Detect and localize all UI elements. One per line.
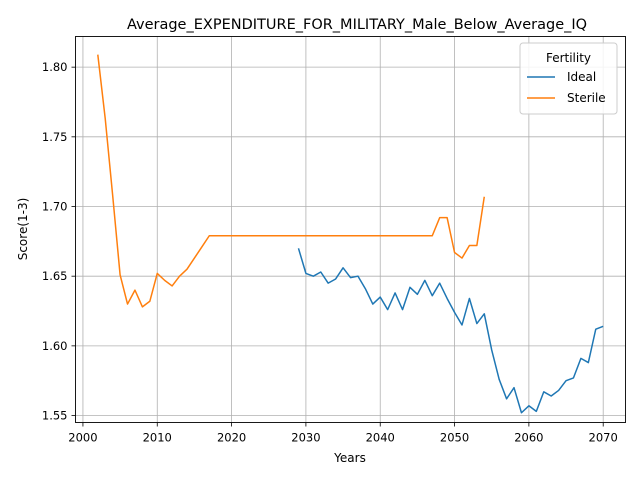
- y-tick-label: 1.65: [42, 269, 68, 283]
- x-axis-ticks: 2000 2010 2020 2030 2040 2050 2060 2070: [68, 422, 618, 445]
- y-tick-label: 1.80: [42, 60, 68, 74]
- y-axis-ticks: 1.55 1.60 1.65 1.70 1.75 1.80: [42, 60, 76, 423]
- x-tick-label: 2070: [589, 431, 618, 445]
- x-tick-label: 2000: [68, 431, 97, 445]
- legend-label-sterile: Sterile: [567, 91, 606, 105]
- legend-box: [519, 42, 618, 115]
- y-tick-label: 1.75: [42, 130, 68, 144]
- x-tick-label: 2030: [291, 431, 320, 445]
- y-tick-label: 1.55: [42, 409, 68, 423]
- y-axis-label: Score(1-3): [16, 198, 30, 261]
- x-tick-label: 2020: [217, 431, 246, 445]
- series-line-ideal: [297, 248, 604, 414]
- plot-area-frame: [75, 36, 626, 423]
- x-tick-label: 2010: [143, 431, 172, 445]
- legend-label-ideal: Ideal: [567, 70, 596, 84]
- series-lines: [97, 54, 604, 414]
- legend: Fertility Ideal Sterile: [519, 42, 618, 115]
- legend-title: Fertility: [546, 51, 591, 65]
- chart-title: Average_EXPENDITURE_FOR_MILITARY_Male_Be…: [127, 17, 587, 33]
- x-axis-label: Years: [333, 451, 366, 465]
- y-tick-label: 1.60: [42, 339, 68, 353]
- x-tick-label: 2060: [514, 431, 543, 445]
- series-line-sterile: [97, 54, 486, 308]
- y-tick-label: 1.70: [42, 200, 68, 214]
- x-tick-label: 2040: [366, 431, 395, 445]
- x-tick-label: 2050: [440, 431, 469, 445]
